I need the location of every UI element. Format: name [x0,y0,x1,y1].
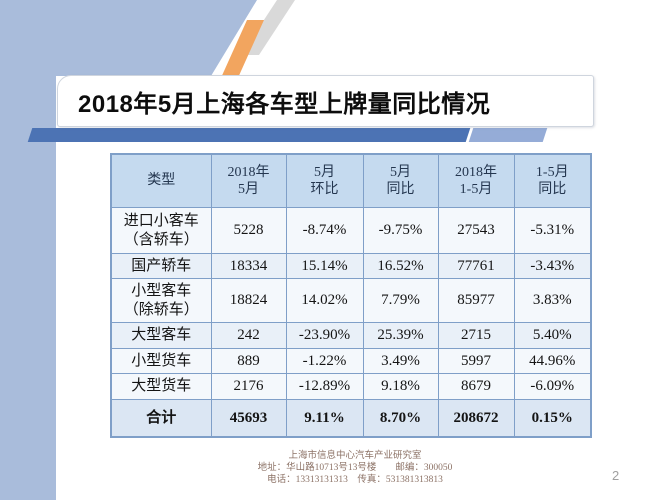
table-cell: 85977 [437,278,515,323]
table-cell: 0.15% [513,399,592,438]
table-cell: 45693 [210,399,287,438]
table-header-row: 类型 2018年 5月 5月 环比 5月 同比 2018年 1-5月 1-5月 … [110,153,592,208]
table-cell: 3.83% [513,278,592,323]
row-domestic-sedan: 国产轿车 18334 15.14% 16.52% 77761 -3.43% [110,253,592,279]
table-cell: 5997 [437,348,515,374]
title-underline-bar-light [468,128,548,142]
table-cell: 14.02% [285,278,364,323]
col-header-jan-may-yoy: 1-5月 同比 [513,153,592,208]
col-header-may-yoy: 5月 同比 [362,153,439,208]
table-cell: 8.70% [362,399,439,438]
table-cell: 大型货车 [110,373,212,400]
table-cell: 25.39% [362,322,439,349]
table-cell: 2715 [437,322,515,349]
footer-address: 地址：华山路10713号13号楼 邮编：300050 [257,463,453,473]
table-cell: 16.52% [362,253,439,279]
footer-org: 上海市信息中心汽车产业研究室 [288,451,422,461]
page-title: 2018年5月上海各车型上牌量同比情况 [78,90,491,118]
title-underline-bar [0,128,667,142]
table-cell: 8679 [437,373,515,400]
table-cell: -1.22% [285,348,364,374]
table-cell: 44.96% [513,348,592,374]
row-large-truck: 大型货车 2176 -12.89% 9.18% 8679 -6.09% [110,373,592,400]
col-header-2018-may: 2018年 5月 [210,153,287,208]
table-cell: 77761 [437,253,515,279]
title-box: 2018年5月上海各车型上牌量同比情况 [57,75,594,127]
table-cell: 5228 [210,207,287,254]
table-cell: 大型客车 [110,322,212,349]
col-header-may-mom: 5月 环比 [285,153,364,208]
table-cell: 2176 [210,373,287,400]
table-cell: 国产轿车 [110,253,212,279]
table-cell: 5.40% [513,322,592,349]
table-cell: 7.79% [362,278,439,323]
registration-table: 类型 2018年 5月 5月 环比 5月 同比 2018年 1-5月 1-5月 … [110,153,592,438]
table-cell: -3.43% [513,253,592,279]
table-cell: 小型货车 [110,348,212,374]
col-header-type: 类型 [110,153,212,208]
page-number: 2 [612,468,620,483]
row-small-passenger: 小型客车 （除轿车） 18824 14.02% 7.79% 85977 3.83… [110,278,592,323]
table-cell: -9.75% [362,207,439,254]
table-cell: -23.90% [285,322,364,349]
footer: 上海市信息中心汽车产业研究室 地址：华山路10713号13号楼 邮编：30005… [110,450,600,486]
footer-contact: 电话：13313131313 传真：531381313813 [267,475,443,485]
table-cell: 9.11% [285,399,364,438]
table-cell: 27543 [437,207,515,254]
table-cell: -5.31% [513,207,592,254]
row-imported-small-passenger: 进口小客车 （含轿车） 5228 -8.74% -9.75% 27543 -5.… [110,207,592,254]
table-cell: 208672 [437,399,515,438]
table-cell: 242 [210,322,287,349]
table-cell: -8.74% [285,207,364,254]
title-underline-bar-dark [27,128,471,142]
col-header-2018-jan-may: 2018年 1-5月 [437,153,515,208]
table-cell: 9.18% [362,373,439,400]
table-cell: 18334 [210,253,287,279]
table-cell: -12.89% [285,373,364,400]
table-cell: 18824 [210,278,287,323]
table-cell: 小型客车 （除轿车） [110,278,212,323]
table-cell: -6.09% [513,373,592,400]
table-cell: 889 [210,348,287,374]
table-cell: 3.49% [362,348,439,374]
table-cell: 合计 [110,399,212,438]
row-large-passenger: 大型客车 242 -23.90% 25.39% 2715 5.40% [110,322,592,349]
table-cell: 15.14% [285,253,364,279]
row-total: 合计 45693 9.11% 8.70% 208672 0.15% [110,399,592,438]
row-small-truck: 小型货车 889 -1.22% 3.49% 5997 44.96% [110,348,592,374]
table-cell: 进口小客车 （含轿车） [110,207,212,254]
